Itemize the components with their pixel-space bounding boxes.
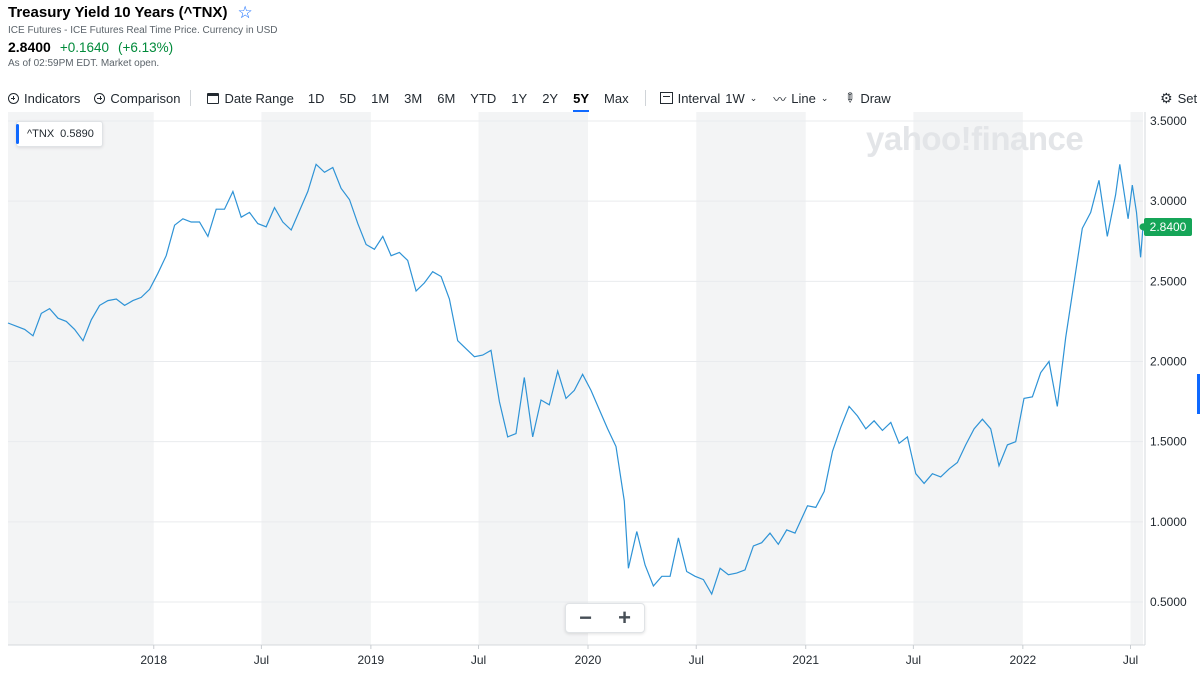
x-tick-label: 2021 bbox=[792, 653, 819, 667]
range-6m[interactable]: 6M bbox=[437, 90, 456, 106]
zoom-in-button[interactable]: + bbox=[618, 605, 631, 630]
quote-change-pct: (+6.13%) bbox=[118, 40, 174, 55]
chart-toolbar: Indicators Comparison Date Range 1D 5D 1… bbox=[0, 84, 1200, 112]
range-1m[interactable]: 1M bbox=[371, 90, 390, 106]
x-tick-label: Jul bbox=[1123, 653, 1138, 667]
x-tick-label: Jul bbox=[254, 653, 269, 667]
zoom-out-button[interactable]: − bbox=[579, 605, 592, 630]
range-1y[interactable]: 1Y bbox=[511, 90, 528, 106]
legend-symbol: ^TNX bbox=[27, 128, 55, 140]
interval-label: Interval bbox=[677, 90, 721, 106]
chevron-down-icon: ⌄ bbox=[749, 92, 758, 103]
quote-title: Treasury Yield 10 Years (^TNX) bbox=[8, 4, 228, 21]
draw-button[interactable]: ✎ Draw bbox=[841, 88, 891, 106]
shaded-band bbox=[478, 112, 588, 645]
chevron-down-icon: ⌄ bbox=[820, 92, 829, 103]
comparison-label: Comparison bbox=[110, 90, 181, 106]
y-tick-label: 3.5000 bbox=[1150, 114, 1187, 128]
chart-area[interactable]: 3.5000 3.0000 2.5000 2.0000 1.5000 1.0000 0.50… bbox=[0, 112, 1200, 673]
legend-value: 0.5890 bbox=[60, 128, 94, 140]
range-1d[interactable]: 1D bbox=[307, 90, 325, 106]
shaded-band bbox=[261, 112, 371, 645]
quote-price: 2.8400 bbox=[8, 39, 51, 55]
x-axis-ticks: 2018 Jul 2019 Jul 2020 Jul 2021 Jul 2022 Jul bbox=[140, 645, 1138, 667]
chart-type-dropdown[interactable]: 〰 Line ⌄ bbox=[773, 89, 828, 108]
zoom-controls: − + bbox=[565, 603, 645, 633]
y-tick-label: 3.0000 bbox=[1150, 194, 1187, 208]
y-tick-label: 2.0000 bbox=[1150, 355, 1187, 369]
y-tick-label: 2.5000 bbox=[1150, 274, 1187, 288]
range-5d[interactable]: 5D bbox=[339, 90, 357, 106]
quote-as-of: As of 02:59PM EDT. Market open. bbox=[8, 58, 160, 69]
y-tick-label: 0.5000 bbox=[1150, 595, 1187, 609]
range-2y[interactable]: 2Y bbox=[542, 90, 559, 106]
range-ytd[interactable]: YTD bbox=[470, 90, 497, 106]
gear-icon: ⚙ bbox=[1160, 89, 1173, 106]
gridlines bbox=[8, 112, 1146, 646]
quote-header: Treasury Yield 10 Years (^TNX) ☆ ICE Fut… bbox=[8, 4, 278, 69]
star-icon[interactable]: ☆ bbox=[237, 3, 253, 22]
y-axis-ticks: 3.5000 3.0000 2.5000 2.0000 1.5000 1.0000 0.50… bbox=[1150, 114, 1187, 609]
panel-edge-marker bbox=[1197, 374, 1200, 414]
indicators-button[interactable]: Indicators bbox=[8, 91, 80, 106]
plus-circle-icon bbox=[94, 92, 106, 104]
date-range-button[interactable]: Date Range bbox=[207, 90, 294, 106]
y-tick-label: 1.5000 bbox=[1150, 435, 1187, 449]
current-price-tag: 2.8400 bbox=[1140, 218, 1192, 236]
x-tick-label: 2018 bbox=[140, 653, 167, 667]
indicators-label: Indicators bbox=[24, 90, 81, 106]
settings-button[interactable]: ⚙ Set bbox=[1160, 90, 1197, 107]
settings-label: Set bbox=[1177, 90, 1198, 106]
comparison-button[interactable]: Comparison bbox=[94, 91, 180, 106]
range-5y[interactable]: 5Y bbox=[573, 90, 590, 112]
y-tick-label: 1.0000 bbox=[1150, 515, 1187, 529]
x-tick-label: Jul bbox=[906, 653, 921, 667]
x-tick-label: 2022 bbox=[1009, 653, 1036, 667]
shaded-band bbox=[696, 112, 806, 645]
draw-label: Draw bbox=[860, 90, 891, 106]
pencil-icon: ✎ bbox=[841, 88, 860, 107]
line-label: Line bbox=[791, 90, 816, 106]
shaded-band bbox=[1130, 112, 1143, 645]
shaded-band bbox=[8, 112, 154, 645]
x-tick-label: Jul bbox=[471, 653, 486, 667]
x-tick-label: 2020 bbox=[575, 653, 602, 667]
half-year-bands bbox=[8, 112, 1143, 645]
x-tick-label: Jul bbox=[689, 653, 704, 667]
quote-change: +0.1640 bbox=[59, 40, 110, 55]
date-range-label: Date Range bbox=[224, 90, 294, 106]
interval-value: 1W bbox=[725, 90, 745, 106]
range-3m[interactable]: 3M bbox=[404, 90, 423, 106]
range-max[interactable]: Max bbox=[604, 90, 629, 106]
series-line bbox=[7, 163, 1144, 596]
interval-icon bbox=[659, 92, 673, 104]
divider bbox=[644, 90, 646, 106]
divider bbox=[190, 90, 192, 106]
line-chart-icon: 〰 bbox=[773, 91, 787, 107]
interval-dropdown[interactable]: Interval 1W ⌄ bbox=[659, 90, 758, 106]
x-tick-label: 2019 bbox=[358, 653, 385, 667]
calendar-icon bbox=[207, 92, 220, 104]
yahoo-finance-watermark: yahoo!finance bbox=[866, 120, 1084, 157]
quote-subtitle: ICE Futures - ICE Futures Real Time Pric… bbox=[8, 25, 278, 36]
shaded-band bbox=[913, 112, 1023, 645]
plus-circle-icon bbox=[8, 92, 19, 104]
series-legend[interactable]: ^TNX 0.5890 bbox=[15, 121, 103, 147]
